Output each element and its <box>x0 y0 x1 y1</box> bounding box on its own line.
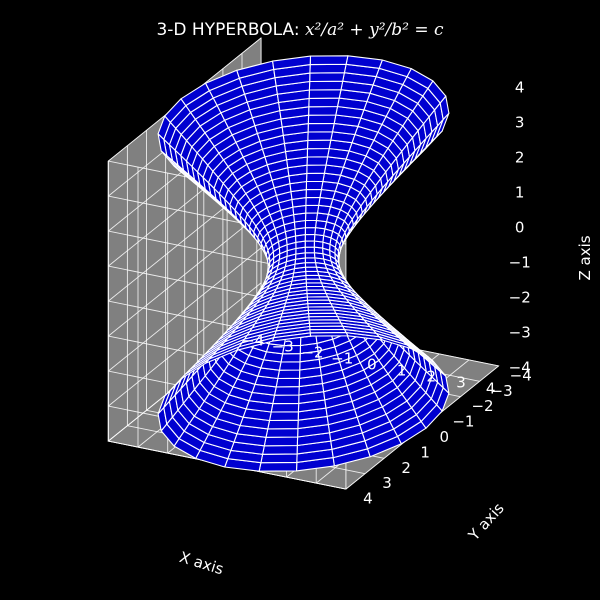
surface-patch <box>304 233 316 242</box>
surface-patch <box>306 156 329 166</box>
y-tick-label: 1 <box>420 443 430 461</box>
surface-patch <box>277 369 301 380</box>
y-tick-label: 2 <box>401 459 411 477</box>
y-tick-label: −1 <box>452 413 474 431</box>
x-axis-label: X axis <box>177 548 226 578</box>
chart-title-text: 3-D HYPERBOLA: <box>156 20 305 40</box>
surface-patch <box>307 122 335 133</box>
surface-patch <box>304 246 315 254</box>
x-tick-label: −4 <box>242 331 264 349</box>
surface-patch <box>306 139 332 150</box>
y-tick-label: −2 <box>471 397 493 415</box>
surface-patch <box>309 55 349 66</box>
x-tick-label: 4 <box>486 379 496 397</box>
z-tick-label: −3 <box>509 323 531 341</box>
surface-patch <box>309 63 347 74</box>
surface-patch <box>262 444 298 455</box>
y-tick-label: −3 <box>491 382 513 400</box>
surface-patch <box>278 361 301 371</box>
z-tick-label: −2 <box>509 288 531 306</box>
x-tick-label: −3 <box>272 337 294 355</box>
y-tick-label: −4 <box>510 366 532 384</box>
surface-patch <box>307 114 337 125</box>
surface-patch <box>308 105 339 116</box>
y-axis-label: Y axis <box>464 499 508 545</box>
surface-patch <box>308 89 342 99</box>
surface-patch <box>309 332 349 337</box>
surface-patch <box>270 402 300 413</box>
z-tick-label: 0 <box>515 218 525 236</box>
surface-patch <box>268 411 299 422</box>
chart-title-equation: x²/a² + y²/b² = c <box>304 20 444 40</box>
surface-patch <box>307 131 334 141</box>
surface-patch <box>304 252 316 259</box>
surface-patch <box>260 453 298 464</box>
surface-patch <box>305 196 321 206</box>
surface-patch <box>305 204 320 214</box>
surface-patch <box>305 180 324 191</box>
surface-patch <box>258 461 298 472</box>
surface-patch <box>304 257 317 264</box>
z-tick-label: 2 <box>515 148 525 166</box>
x-tick-label: 0 <box>367 355 377 373</box>
surface-patch <box>304 240 315 248</box>
surface-patch <box>304 212 319 222</box>
surface-patch <box>306 147 330 158</box>
x-tick-label: 3 <box>456 373 466 391</box>
x-tick-label: 1 <box>397 361 407 379</box>
surface-patch <box>272 332 312 342</box>
z-axis-label: Z axis <box>576 235 594 280</box>
surface-patch <box>304 266 319 272</box>
surface-patch <box>305 188 322 199</box>
surface-patch <box>308 97 340 108</box>
y-tick-label: 0 <box>440 428 450 446</box>
surface-patch <box>265 428 299 438</box>
y-tick-label: 4 <box>363 490 373 508</box>
x-tick-label: −1 <box>331 349 353 367</box>
surface-patch <box>305 172 325 183</box>
surface-patch <box>273 386 300 396</box>
surface-patch <box>272 394 300 405</box>
chart-title: 3-D HYPERBOLA: x²/a² + y²/b² = c <box>0 20 600 40</box>
surface-patch <box>309 72 345 83</box>
surface-patch <box>308 80 344 91</box>
z-tick-label: 1 <box>515 183 525 201</box>
surface-patch <box>306 164 327 174</box>
surface-patch <box>304 262 317 268</box>
surface-patch <box>304 219 317 229</box>
z-tick-label: 3 <box>515 113 525 131</box>
z-tick-label: 4 <box>515 78 525 96</box>
x-tick-label: 2 <box>427 367 437 385</box>
x-tick-label: −2 <box>301 343 323 361</box>
y-tick-label: 3 <box>382 474 392 492</box>
hyperboloid-surface <box>157 55 450 472</box>
z-tick-label: −1 <box>509 253 531 271</box>
surface-patch <box>267 419 299 430</box>
surface-patch <box>275 377 301 388</box>
z-tick-label: −4 <box>509 358 531 376</box>
surface-patch <box>304 227 317 236</box>
surface-patch <box>272 55 312 70</box>
surface-patch <box>263 436 299 447</box>
